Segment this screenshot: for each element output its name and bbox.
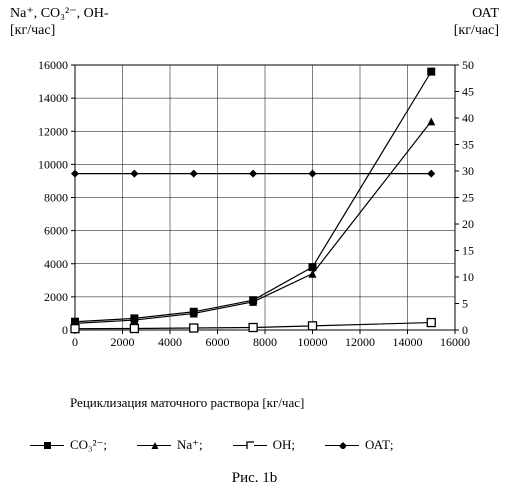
svg-text:40: 40 — [462, 111, 474, 125]
legend-item-oat: ОАТ; — [325, 437, 394, 453]
legend: CO₃²⁻; Na⁺; OH; ОАТ; — [30, 430, 480, 460]
svg-text:35: 35 — [462, 138, 474, 152]
legend-item-co3: CO₃²⁻; — [30, 437, 107, 453]
right-axis-title: ОАТ[кг/час] — [454, 6, 499, 40]
svg-text:8000: 8000 — [44, 191, 68, 205]
legend-item-oh: OH; — [233, 437, 295, 453]
svg-text:12000: 12000 — [345, 335, 375, 349]
svg-text:16000: 16000 — [38, 58, 68, 72]
svg-text:30: 30 — [462, 164, 474, 178]
svg-text:10: 10 — [462, 270, 474, 284]
svg-text:14000: 14000 — [38, 91, 68, 105]
svg-text:25: 25 — [462, 191, 474, 205]
legend-item-na: Na⁺; — [137, 437, 203, 453]
svg-text:15: 15 — [462, 244, 474, 258]
figure-caption: Рис. 1b — [0, 470, 509, 487]
svg-text:8000: 8000 — [253, 335, 277, 349]
x-axis-title: Рециклизация маточного раствора [кг/час] — [70, 395, 304, 411]
legend-label: OH; — [273, 437, 295, 453]
svg-text:16000: 16000 — [440, 335, 470, 349]
svg-text:10000: 10000 — [38, 157, 68, 171]
svg-text:4000: 4000 — [44, 257, 68, 271]
svg-text:4000: 4000 — [158, 335, 182, 349]
legend-label: ОАТ; — [365, 437, 394, 453]
svg-text:10000: 10000 — [298, 335, 328, 349]
legend-label: Na⁺; — [177, 437, 203, 453]
chart-svg: 0200040006000800010000120001400016000020… — [20, 55, 490, 385]
svg-text:5: 5 — [462, 297, 468, 311]
chart-area: 0200040006000800010000120001400016000020… — [20, 55, 490, 385]
svg-text:2000: 2000 — [111, 335, 135, 349]
svg-text:2000: 2000 — [44, 290, 68, 304]
left-axis-title: Na⁺, CO₃²⁻, OH-[кг/час] — [10, 6, 109, 40]
svg-text:45: 45 — [462, 85, 474, 99]
legend-label: CO₃²⁻; — [70, 437, 107, 453]
svg-text:0: 0 — [62, 323, 68, 337]
svg-text:14000: 14000 — [393, 335, 423, 349]
svg-text:0: 0 — [72, 335, 78, 349]
svg-text:6000: 6000 — [206, 335, 230, 349]
svg-text:0: 0 — [462, 323, 468, 337]
svg-text:50: 50 — [462, 58, 474, 72]
svg-text:6000: 6000 — [44, 224, 68, 238]
svg-text:20: 20 — [462, 217, 474, 231]
svg-text:12000: 12000 — [38, 124, 68, 138]
